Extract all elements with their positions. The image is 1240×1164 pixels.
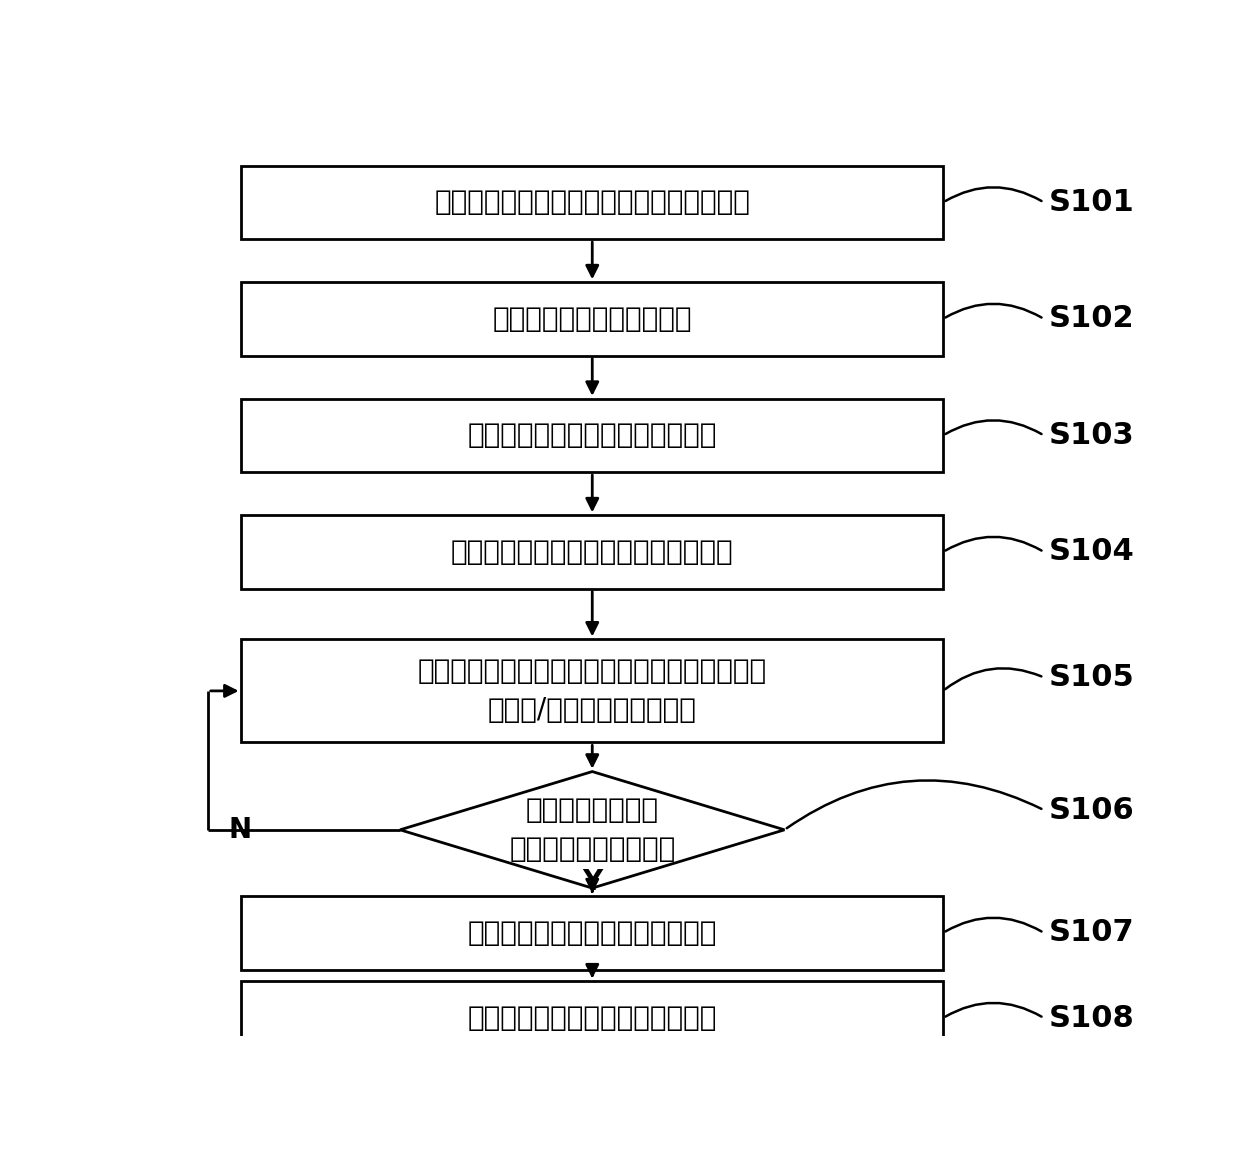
Text: 校正后的标准膜和
工件的位置信息相符？: 校正后的标准膜和 工件的位置信息相符？ [510, 796, 676, 864]
Text: S103: S103 [1049, 421, 1135, 450]
FancyArrowPatch shape [786, 780, 1042, 829]
Polygon shape [401, 772, 785, 888]
FancyBboxPatch shape [242, 896, 944, 970]
Text: S105: S105 [1049, 663, 1135, 691]
Text: S101: S101 [1049, 187, 1135, 217]
FancyArrowPatch shape [945, 187, 1042, 201]
FancyBboxPatch shape [242, 399, 944, 473]
Text: S108: S108 [1049, 1003, 1135, 1032]
FancyArrowPatch shape [945, 537, 1042, 551]
Text: 将待贴膜的工件传送到流水线的第一位置处: 将待贴膜的工件传送到流水线的第一位置处 [434, 189, 750, 217]
FancyArrowPatch shape [945, 668, 1042, 689]
Text: S102: S102 [1049, 305, 1135, 333]
Text: 对工件的待贴膜区域进行位置检测: 对工件的待贴膜区域进行位置检测 [467, 421, 717, 449]
Text: 将所述标准膜贴附在待贴膜区域上: 将所述标准膜贴附在待贴膜区域上 [467, 918, 717, 946]
FancyArrowPatch shape [945, 304, 1042, 318]
Text: S107: S107 [1049, 918, 1135, 947]
Text: N: N [228, 816, 252, 844]
Text: Y: Y [582, 868, 603, 896]
Text: S106: S106 [1049, 796, 1135, 824]
FancyBboxPatch shape [242, 282, 944, 356]
FancyArrowPatch shape [945, 917, 1042, 931]
Text: 托载工件到第一位置的上方: 托载工件到第一位置的上方 [492, 305, 692, 333]
FancyBboxPatch shape [242, 981, 944, 1055]
FancyArrowPatch shape [945, 1003, 1042, 1016]
Text: 完成贴膜的工件下降并回到流水线: 完成贴膜的工件下降并回到流水线 [467, 1005, 717, 1032]
FancyArrowPatch shape [945, 420, 1042, 434]
Text: S104: S104 [1049, 538, 1135, 567]
Text: 根据待贴膜区域和标准膜的位置检测信息，对标
准膜和/或工件进行位置校正: 根据待贴膜区域和标准膜的位置检测信息，对标 准膜和/或工件进行位置校正 [418, 658, 766, 724]
FancyBboxPatch shape [242, 165, 944, 239]
FancyBboxPatch shape [242, 516, 944, 589]
FancyBboxPatch shape [242, 639, 944, 743]
Text: 对位于第二位置的标准膜进行位置检测: 对位于第二位置的标准膜进行位置检测 [451, 538, 734, 566]
